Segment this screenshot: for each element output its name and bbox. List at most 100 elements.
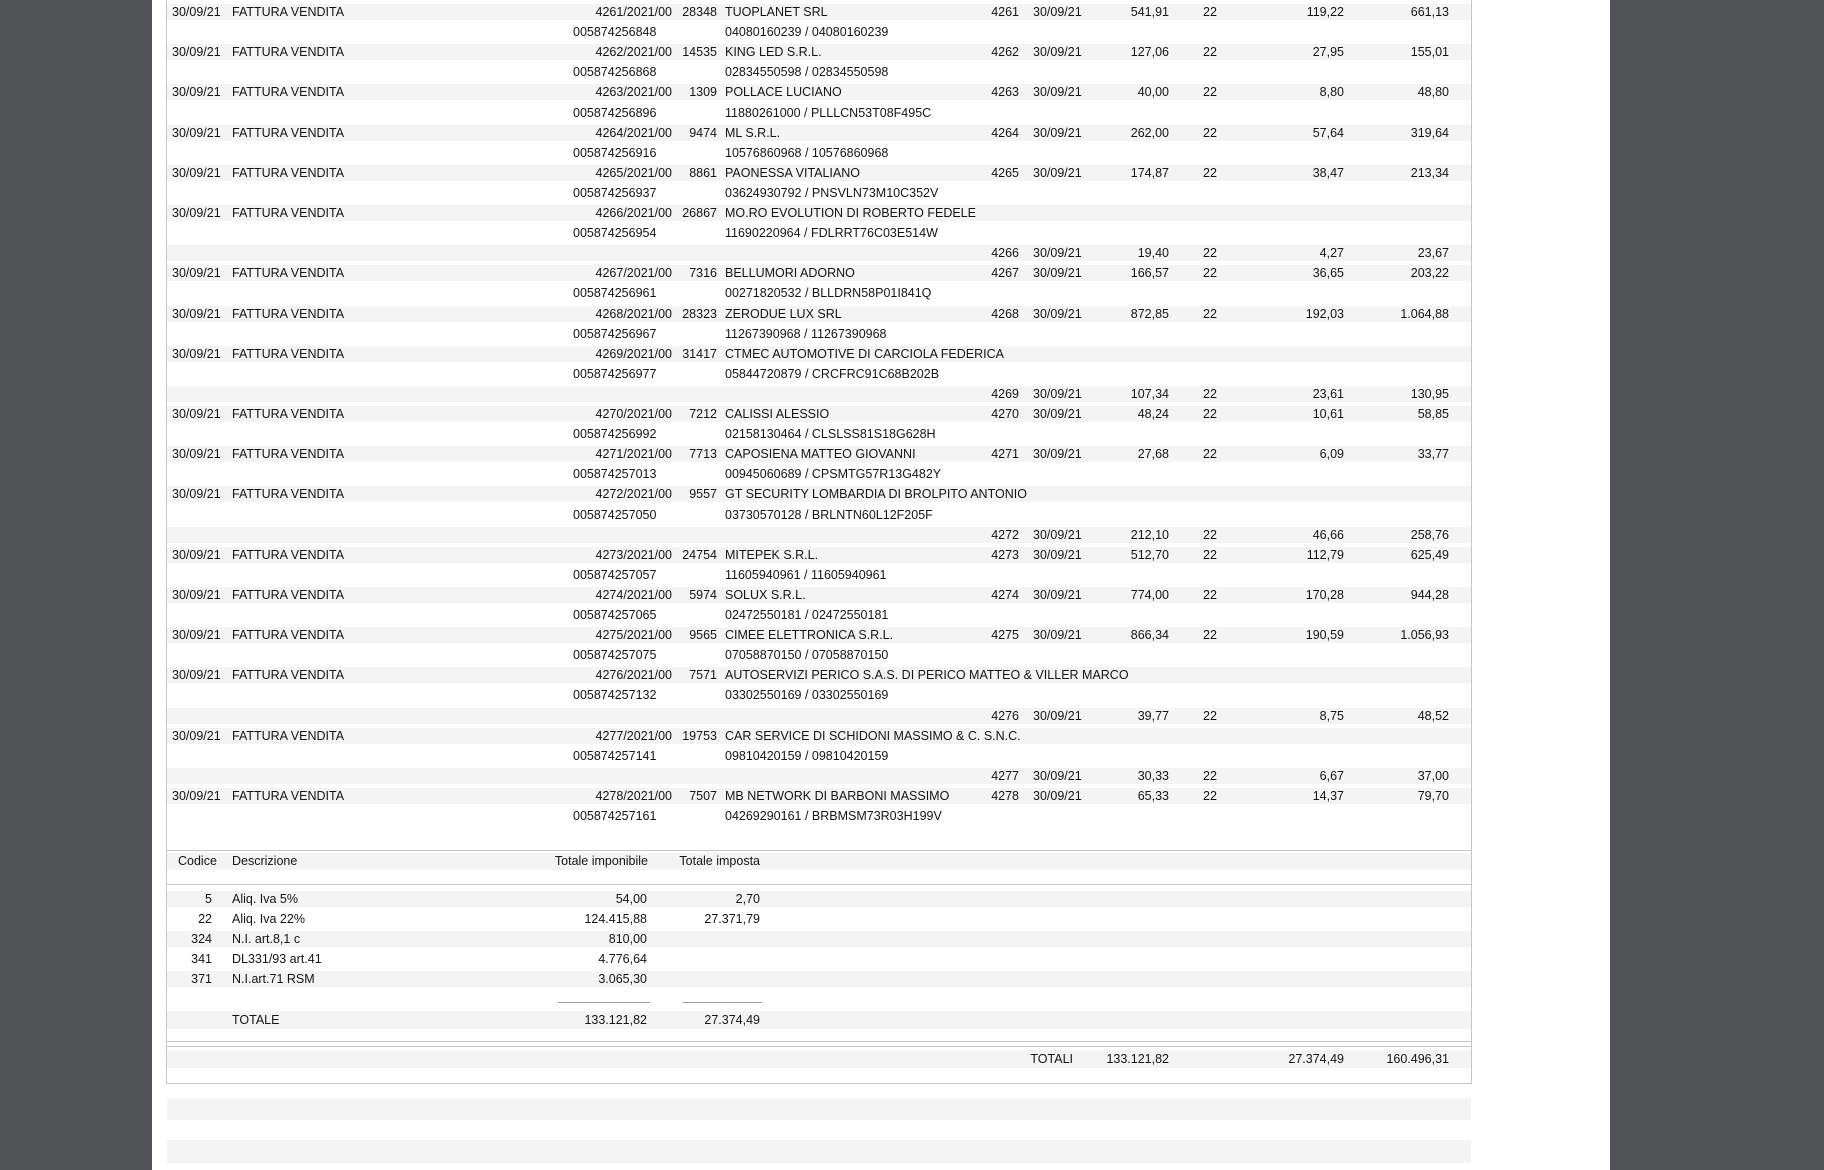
cell-codice: 371 bbox=[191, 972, 212, 987]
cell-num: 4266 bbox=[991, 246, 1019, 261]
cell-imponibile: 19,40 bbox=[1137, 246, 1169, 261]
summary-header-imposta: Totale imposta bbox=[679, 854, 760, 868]
summary-header-imponibile: Totale imponibile bbox=[554, 854, 648, 868]
cell-cnt: 7212 bbox=[689, 407, 717, 421]
footer-strip bbox=[167, 1098, 1471, 1120]
cell-doc: 4276/2021/00 bbox=[595, 668, 672, 683]
cell-protocol: 005874256848 bbox=[573, 25, 657, 40]
cell-cnt: 19753 bbox=[682, 728, 717, 743]
cell-imposta: 8,75 bbox=[1319, 708, 1344, 723]
imponibile-total-rule bbox=[558, 1002, 650, 1003]
invoice-line-codes: 005874257161 04269290161 / BRBMSM73R03H19… bbox=[167, 808, 1471, 824]
cell-name: BELLUMORI ADORNO bbox=[725, 266, 855, 281]
totali-label: TOTALI bbox=[1030, 1052, 1073, 1066]
cell-aliq: 22 bbox=[1203, 125, 1217, 140]
cell-num: 4265 bbox=[991, 165, 1019, 180]
cell-imposta: 10,61 bbox=[1312, 407, 1344, 421]
cell-doc: 4273/2021/00 bbox=[595, 547, 672, 562]
cell-descrizione: Aliq. Iva 5% bbox=[232, 892, 299, 906]
cell-piva: 05844720879 / CRCFRC91C68B202B bbox=[725, 366, 940, 381]
cell-imposta: 57,64 bbox=[1312, 125, 1344, 140]
cell-imposta: 2,70 bbox=[735, 892, 760, 906]
cell-imponibile: 774,00 bbox=[1130, 587, 1169, 602]
cell-date2: 30/09/21 bbox=[1033, 768, 1082, 783]
cell-num: 4271 bbox=[991, 447, 1019, 462]
cell-imposta: 14,37 bbox=[1312, 788, 1344, 803]
cell-name: MB NETWORK DI BARBONI MASSIMO bbox=[725, 788, 950, 803]
cell-protocol: 005874257075 bbox=[573, 648, 657, 663]
cell-name: CAPOSIENA MATTEO GIOVANNI bbox=[725, 447, 916, 462]
invoice-line-amounts: 4277 30/09/21 30,33 22 6,67 37,00 bbox=[167, 767, 1471, 784]
cell-totale: 48,52 bbox=[1417, 708, 1449, 723]
cell-doc: 4277/2021/00 bbox=[595, 728, 672, 743]
cell-totale: 625,49 bbox=[1410, 547, 1449, 562]
cell-num: 4274 bbox=[991, 587, 1019, 602]
cell-date: 30/09/21 bbox=[172, 306, 221, 321]
cell-aliq: 22 bbox=[1203, 708, 1217, 723]
cell-protocol: 005874256967 bbox=[573, 326, 657, 341]
cell-imponibile: 65,33 bbox=[1137, 788, 1169, 803]
invoice-line-main: 30/09/21 FATTURA VENDITA 4262/2021/00 14535… bbox=[167, 44, 1471, 61]
cell-totale: 213,34 bbox=[1410, 165, 1449, 180]
totali-top-line bbox=[166, 1046, 1472, 1047]
cell-type: FATTURA VENDITA bbox=[232, 547, 345, 562]
summary-header-row: Codice Descrizione Totale imponibile Tot… bbox=[167, 853, 1471, 870]
cell-imponibile: 872,85 bbox=[1130, 306, 1169, 321]
cell-protocol: 005874256868 bbox=[573, 65, 657, 80]
invoice-line-codes: 005874256868 02834550598 / 02834550598 bbox=[167, 64, 1471, 80]
totali-imponibile: 133.121,82 bbox=[1106, 1052, 1169, 1066]
invoice-line-amounts: 4272 30/09/21 212,10 22 46,66 258,76 bbox=[167, 526, 1471, 543]
cell-num: 4261 bbox=[991, 5, 1019, 19]
cell-num: 4273 bbox=[991, 547, 1019, 562]
cell-type: FATTURA VENDITA bbox=[232, 668, 345, 683]
invoice-line-main: 30/09/21 FATTURA VENDITA 4266/2021/00 26867… bbox=[167, 205, 1471, 221]
summary-row: 341 DL331/93 art.41 4.776,64 bbox=[167, 951, 1471, 967]
cell-imposta: 27,95 bbox=[1312, 45, 1344, 60]
cell-imposta: 4,27 bbox=[1319, 246, 1344, 261]
cell-imponibile: 866,34 bbox=[1130, 628, 1169, 643]
cell-num: 4264 bbox=[991, 125, 1019, 140]
cell-imponibile: 107,34 bbox=[1130, 386, 1169, 401]
cell-protocol: 005874256977 bbox=[573, 366, 657, 381]
cell-date: 30/09/21 bbox=[172, 487, 221, 502]
invoice-line-amounts: 4276 30/09/21 39,77 22 8,75 48,52 bbox=[167, 707, 1471, 724]
cell-totale: 319,64 bbox=[1410, 125, 1449, 140]
imposta-total-rule bbox=[683, 1002, 762, 1003]
cell-doc: 4271/2021/00 bbox=[595, 447, 672, 462]
cell-type: FATTURA VENDITA bbox=[232, 306, 345, 321]
cell-num: 4272 bbox=[991, 527, 1019, 542]
cell-date: 30/09/21 bbox=[172, 206, 221, 220]
cell-doc: 4270/2021/00 bbox=[595, 407, 672, 421]
cell-type: FATTURA VENDITA bbox=[232, 346, 345, 361]
summary-row: 5 Aliq. Iva 5% 54,00 2,70 bbox=[167, 891, 1471, 907]
cell-imponibile: 48,24 bbox=[1137, 407, 1169, 421]
cell-imponibile: 262,00 bbox=[1130, 125, 1169, 140]
invoice-line-main: 30/09/21 FATTURA VENDITA 4273/2021/00 24754… bbox=[167, 546, 1471, 563]
invoice-line-main: 30/09/21 FATTURA VENDITA 4271/2021/00 7713 C… bbox=[167, 446, 1471, 463]
cell-protocol: 005874256896 bbox=[573, 105, 657, 120]
invoice-line-main: 30/09/21 FATTURA VENDITA 4276/2021/00 7571 A… bbox=[167, 667, 1471, 684]
cell-piva: 03624930792 / PNSVLN73M10C352V bbox=[725, 185, 939, 200]
cell-protocol: 005874256916 bbox=[573, 145, 657, 160]
summary-header-codice: Codice bbox=[178, 854, 217, 868]
cell-type: FATTURA VENDITA bbox=[232, 165, 345, 180]
cell-piva: 11880261000 / PLLLCN53T08F495C bbox=[725, 105, 932, 120]
cell-date: 30/09/21 bbox=[172, 447, 221, 462]
invoice-line-main: 30/09/21 FATTURA VENDITA 4264/2021/00 9474 M… bbox=[167, 124, 1471, 141]
cell-date2: 30/09/21 bbox=[1033, 266, 1082, 281]
cell-name: MO.RO EVOLUTION DI ROBERTO FEDELE bbox=[725, 206, 976, 220]
cell-protocol: 005874256937 bbox=[573, 185, 657, 200]
invoice-line-main: 30/09/21 FATTURA VENDITA 4261/2021/00 28348… bbox=[167, 4, 1471, 20]
cell-date2: 30/09/21 bbox=[1033, 125, 1082, 140]
cell-date2: 30/09/21 bbox=[1033, 85, 1082, 100]
summary-row: 22 Aliq. Iva 22% 124.415,88 27.371,79 bbox=[167, 911, 1471, 927]
cell-name: MITEPEK S.R.L. bbox=[725, 547, 819, 562]
cell-type: FATTURA VENDITA bbox=[232, 407, 345, 421]
cell-protocol: 005874257013 bbox=[573, 467, 657, 482]
cell-protocol: 005874257050 bbox=[573, 507, 657, 522]
cell-cnt: 8861 bbox=[689, 165, 717, 180]
cell-date: 30/09/21 bbox=[172, 165, 221, 180]
cell-imponibile: 174,87 bbox=[1130, 165, 1169, 180]
cell-totale: 79,70 bbox=[1417, 788, 1449, 803]
totale-imposta: 27.374,49 bbox=[704, 1013, 760, 1027]
